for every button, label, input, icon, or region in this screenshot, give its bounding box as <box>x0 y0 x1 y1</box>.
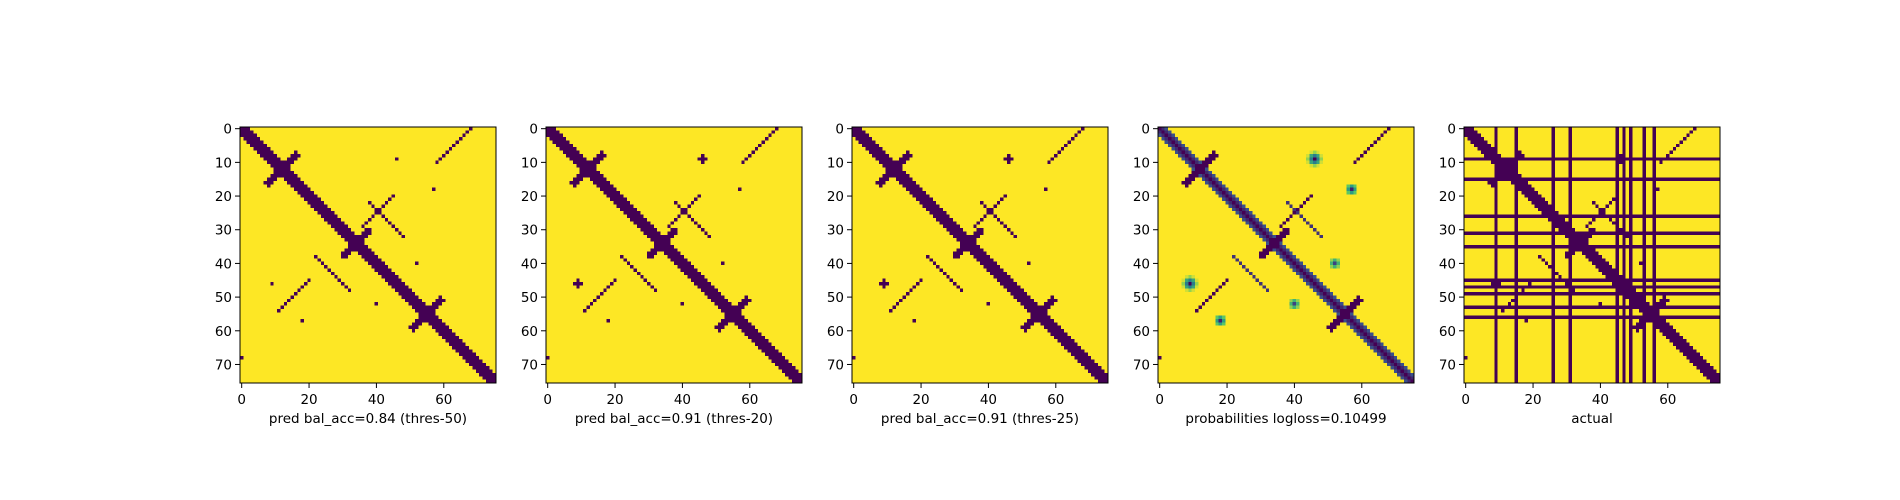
panel-2: 0 10 20 30 40 50 60 70 0 20 40 60 pred bal_acc=0.91 … <box>521 122 803 427</box>
x-tick-label: 20 <box>1524 392 1541 408</box>
x-tick-label: 20 <box>912 392 929 408</box>
y-tick-label: 70 <box>215 357 232 373</box>
y-tick-label: 10 <box>215 155 232 171</box>
y-tick-label: 40 <box>215 256 232 272</box>
axes-frame <box>239 126 497 384</box>
y-tick-label: 40 <box>1439 256 1456 272</box>
x-tick-label: 20 <box>300 392 317 408</box>
x-tick-label: 40 <box>980 392 997 408</box>
x-tick-label: 40 <box>1592 392 1609 408</box>
y-tick-label: 10 <box>827 155 844 171</box>
x-tick-label: 40 <box>1286 392 1303 408</box>
panel-xlabel: pred bal_acc=0.91 (thres-20) <box>575 411 773 427</box>
y-tick-label: 20 <box>1439 189 1456 205</box>
y-tick-label: 40 <box>521 256 538 272</box>
y-tick-label: 30 <box>1439 223 1456 239</box>
y-tick-label: 60 <box>1439 324 1456 340</box>
x-tick-label: 40 <box>674 392 691 408</box>
y-tick-label: 50 <box>1133 290 1150 306</box>
y-tick-label: 0 <box>1447 122 1456 138</box>
panel-xlabel: actual <box>1571 411 1613 427</box>
x-tick-label: 60 <box>741 392 758 408</box>
y-tick-label: 70 <box>1133 357 1150 373</box>
y-tick-label: 60 <box>1133 324 1150 340</box>
y-tick-label: 0 <box>223 122 232 138</box>
y-tick-label: 70 <box>1439 357 1456 373</box>
y-tick-label: 30 <box>521 223 538 239</box>
y-tick-label: 60 <box>827 324 844 340</box>
panel-3: 0 10 20 30 40 50 60 70 0 20 40 60 pred bal_acc=0.91 … <box>827 122 1109 427</box>
x-tick-label: 40 <box>368 392 385 408</box>
panel-xlabel: pred bal_acc=0.91 (thres-25) <box>881 411 1079 427</box>
panel-4: 0 10 20 30 40 50 60 70 0 20 40 60 probabilities logl… <box>1133 122 1415 427</box>
y-tick-label: 50 <box>215 290 232 306</box>
y-tick-label: 60 <box>215 324 232 340</box>
x-tick-label: 60 <box>1047 392 1064 408</box>
x-tick-label: 0 <box>1155 392 1164 408</box>
y-tick-label: 70 <box>521 357 538 373</box>
y-tick-label: 30 <box>827 223 844 239</box>
axes-frame <box>1157 126 1415 384</box>
y-tick-label: 30 <box>215 223 232 239</box>
axes-frame <box>545 126 803 384</box>
y-tick-label: 0 <box>835 122 844 138</box>
y-tick-label: 60 <box>521 324 538 340</box>
x-tick-label: 60 <box>1353 392 1370 408</box>
panel-xlabel: pred bal_acc=0.84 (thres-50) <box>269 411 467 427</box>
x-tick-label: 20 <box>1218 392 1235 408</box>
y-tick-label: 70 <box>827 357 844 373</box>
panel-5: 0 10 20 30 40 50 60 70 0 20 40 60 actual <box>1439 122 1721 427</box>
y-tick-label: 20 <box>521 189 538 205</box>
y-tick-label: 40 <box>827 256 844 272</box>
y-tick-label: 10 <box>1439 155 1456 171</box>
panel-xlabel: probabilities logloss=0.10499 <box>1185 411 1386 427</box>
x-tick-label: 60 <box>435 392 452 408</box>
y-tick-label: 50 <box>827 290 844 306</box>
panel-1: 0 10 20 30 40 50 60 70 0 20 40 60 pred bal_acc=0.84 … <box>215 122 497 427</box>
x-tick-label: 0 <box>1461 392 1470 408</box>
y-tick-label: 50 <box>521 290 538 306</box>
axes-frame <box>851 126 1109 384</box>
heatmap-image <box>1464 127 1720 383</box>
y-tick-label: 0 <box>1141 122 1150 138</box>
y-tick-label: 30 <box>1133 223 1150 239</box>
y-tick-label: 20 <box>827 189 844 205</box>
x-tick-label: 0 <box>543 392 552 408</box>
x-tick-label: 0 <box>237 392 246 408</box>
y-tick-label: 50 <box>1439 290 1456 306</box>
x-tick-label: 60 <box>1659 392 1676 408</box>
y-tick-label: 10 <box>1133 155 1150 171</box>
y-tick-label: 40 <box>1133 256 1150 272</box>
heatmap-image <box>852 127 1108 383</box>
heatmap-image <box>240 127 496 383</box>
axes-frame <box>1463 126 1721 384</box>
y-tick-label: 10 <box>521 155 538 171</box>
x-tick-label: 0 <box>849 392 858 408</box>
heatmap-image <box>1158 127 1414 383</box>
heatmap-image <box>546 127 802 383</box>
y-tick-label: 20 <box>1133 189 1150 205</box>
y-tick-label: 0 <box>529 122 538 138</box>
y-tick-label: 20 <box>215 189 232 205</box>
x-tick-label: 20 <box>606 392 623 408</box>
